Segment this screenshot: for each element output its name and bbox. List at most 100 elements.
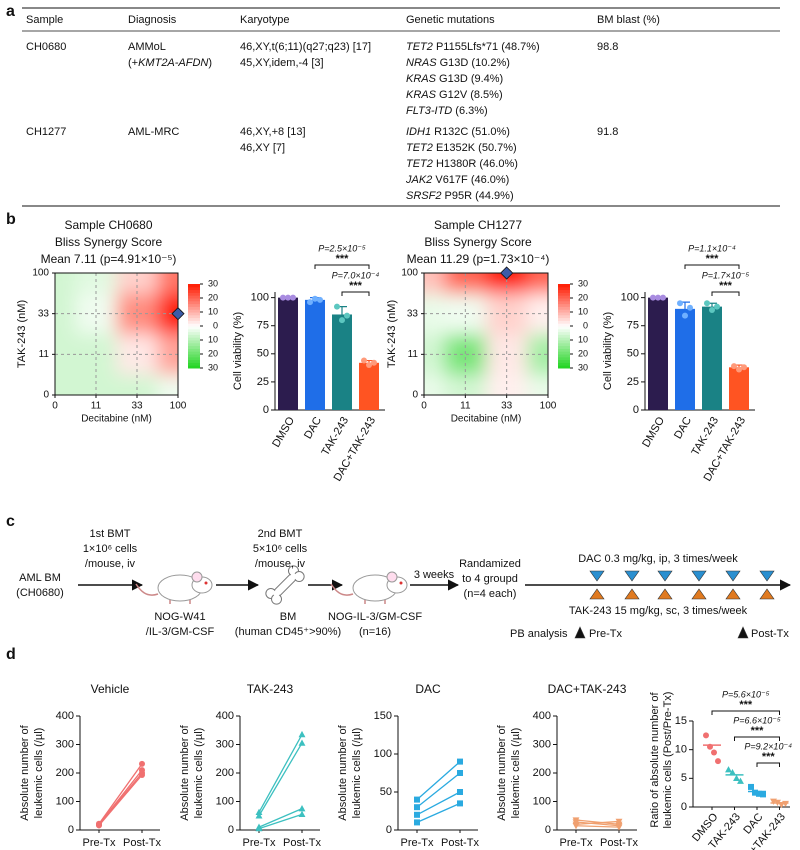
panel-label: c [6,513,15,530]
data-point [737,777,744,784]
y-tick-label: 0 [43,390,49,401]
y-axis-label: Absolute number of [179,724,191,820]
y-tick-label: 0 [386,824,392,836]
heatmap-cell [527,374,548,395]
data-line [416,761,461,801]
heatmap-area [424,273,548,395]
max-synergy-marker [500,266,514,280]
x-tick-label: 0 [421,401,427,412]
data-line [258,734,303,813]
replicate-point [307,299,313,306]
panel-label: d [6,646,16,663]
data-point [752,789,758,796]
colorbar-cell [558,320,570,324]
chart-title: Mean 11.29 (p=1.73×10⁻⁴) [407,252,550,266]
table-header: Diagnosis [128,14,177,26]
significance-bracket [314,264,370,269]
colorbar-cell [558,314,570,319]
chart-title: Bliss Synergy Score [55,235,163,249]
heatmap-cell [116,273,158,294]
data-point [703,732,709,739]
table-rules [22,7,780,207]
colorbar-cell [558,289,570,293]
data-line [416,802,461,823]
replicate-point [317,296,323,303]
replicate-point [366,362,372,369]
transplant-label: 5×10⁶ cells [253,543,308,555]
replicate-point [334,303,340,310]
y-tick-label: 300 [533,738,551,750]
data-point [255,812,263,819]
y-tick-label: 15 [675,715,687,727]
replicate-point [709,306,715,313]
colorbar-label: 10 [208,306,218,316]
heatmap-cell [75,374,117,395]
data-point [457,789,463,795]
replicate-point [312,295,318,302]
data-point [457,800,463,807]
colorbar-cell [188,317,200,321]
colorbar-cell [558,292,570,296]
x-tick-label: Pre-Tx [401,837,435,849]
heatmap-cell [486,273,528,294]
transplant-label: 1×10⁶ cells [83,543,138,555]
plot-frame [423,272,549,396]
heatmap-cell [157,273,178,294]
table-cell: JAK2 V617F (46.0%) [405,174,509,186]
table-cell: AMMoL [128,41,166,53]
table-cell: IDH1 R132C (51.0%) [406,126,510,138]
colorbar-cell [558,300,570,305]
y-axis-label: Cell viability (%) [232,312,244,390]
colorbar-label: 30 [578,362,588,372]
colorbar-cell [188,300,200,305]
heatmap-cell [55,293,76,334]
italic-text: KRAS [406,73,437,85]
colorbar-cell [188,328,200,333]
mouse-label: NOG-W41 [154,611,205,623]
pb-label: Post-Tx [751,628,789,640]
bone-icon [265,565,305,605]
y-tick-label: 0 [633,404,639,416]
data-point [139,771,145,778]
colorbar-cell [558,334,570,338]
treatment-label: DAC 0.3 mg/kg, ip, 3 times/week [578,553,738,565]
x-tick-label: 100 [170,401,187,412]
bar [648,297,668,410]
x-tick-label: Pre-Tx [560,837,594,849]
colorbar-cell [188,337,200,341]
y-tick-label: 100 [533,795,551,807]
bar [305,299,325,410]
table-cell: TET2 H1380R (46.0%) [406,158,518,170]
data-line [98,774,143,826]
source-label: (CH0680) [16,587,64,599]
x-tick-label: Post-Tx [600,837,638,849]
colorbar-cell [188,298,200,302]
text-segment: P95R (44.9%) [441,190,513,202]
replicate-point [714,303,720,310]
colorbar-cell [188,331,200,335]
data-point [715,758,721,765]
significance-stars: *** [349,280,363,292]
colorbar-cell [188,326,200,330]
text-segment: AMMoL [128,41,166,53]
data-point [748,783,754,790]
y-tick-label: 200 [533,767,551,779]
x-tick-label: Post-Tx [123,837,161,849]
y-tick-label: 0 [545,824,551,836]
chart-title: Vehicle [91,682,130,696]
significance-stars: *** [719,280,733,292]
y-axis-label: leukemic cells (Post/Pre-Tx) [662,692,674,829]
heatmap-cell [55,374,76,395]
heatmap-cell [444,273,486,294]
y-tick-label: 11 [39,349,50,360]
data-point [298,730,306,738]
chart-title: Bliss Synergy Score [424,235,532,249]
transplant-label: 1st BMT [90,528,131,540]
heatmap-cell [55,273,76,294]
colorbar-cell [188,284,200,288]
table-cell: AML-MRC [128,126,179,138]
y-tick-label: 0 [263,404,269,416]
text-segment: AML-MRC [128,126,179,138]
colorbar-cell [188,334,200,338]
